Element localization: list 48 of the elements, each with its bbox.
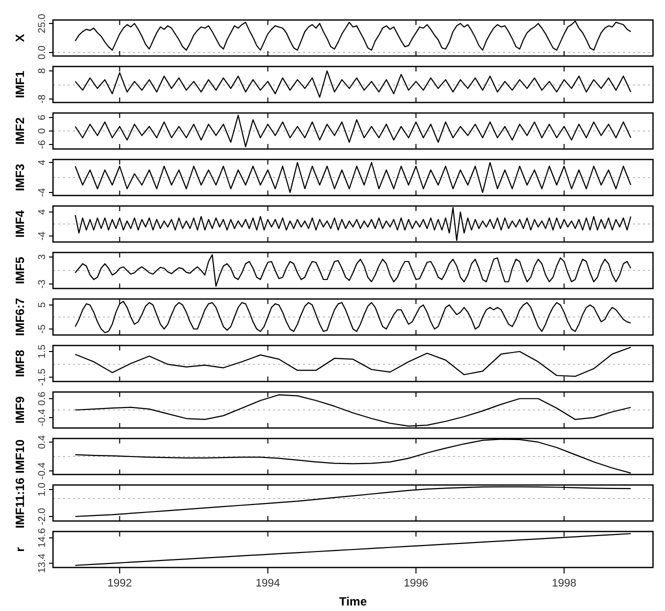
y-axis-title: IMF11:16 bbox=[13, 477, 27, 528]
y-tick-label: 4 bbox=[37, 159, 48, 166]
y-tick-label: 14.6 bbox=[37, 528, 48, 548]
y-tick-label: 8 bbox=[37, 68, 48, 74]
x-tick-label: 1994 bbox=[256, 578, 280, 590]
y-tick-label: 13.4 bbox=[37, 553, 48, 573]
y-axis-title: IMF4 bbox=[13, 210, 27, 238]
line-series bbox=[74, 70, 632, 98]
y-axis-title: IMF3 bbox=[13, 164, 27, 192]
y-tick-label: -1.5 bbox=[37, 368, 48, 386]
y-axis-title: IMF9 bbox=[13, 396, 27, 424]
y-tick-label: 3 bbox=[37, 254, 48, 260]
x-tick-label: 1996 bbox=[404, 578, 428, 590]
y-tick-label: -4 bbox=[37, 231, 48, 240]
y-tick-label: -8 bbox=[37, 94, 48, 104]
y-tick-label: 5 bbox=[37, 302, 48, 308]
y-tick-label: 1.0 bbox=[37, 482, 48, 496]
y-tick-label: -4 bbox=[37, 188, 48, 197]
y-tick-label: 0.6 bbox=[37, 391, 48, 406]
line-series bbox=[74, 254, 632, 287]
y-axis-title: IMF2 bbox=[13, 117, 27, 145]
y-tick-label: 0.0 bbox=[37, 45, 48, 60]
line-series bbox=[74, 533, 632, 566]
line-series bbox=[74, 162, 632, 194]
y-tick-label: 0.4 bbox=[37, 434, 48, 450]
y-tick-label: -5 bbox=[37, 324, 48, 334]
y-axis-title: IMF1 bbox=[13, 70, 27, 98]
y-tick-label: -3 bbox=[37, 279, 48, 288]
y-tick-label: 1.5 bbox=[37, 344, 48, 358]
y-tick-label: 0 bbox=[37, 128, 48, 134]
line-series bbox=[74, 114, 632, 148]
y-tick-label: 25.0 bbox=[37, 13, 48, 34]
x-tick-label: 1992 bbox=[107, 578, 132, 590]
y-tick-label: 6 bbox=[37, 114, 48, 120]
y-tick-label: -2.0 bbox=[37, 507, 48, 526]
y-axis-title: IMF10 bbox=[13, 439, 27, 474]
y-axis-title: IMF5 bbox=[13, 256, 27, 284]
y-tick-label: -0.4 bbox=[37, 408, 48, 426]
y-tick-label: 4 bbox=[37, 208, 48, 215]
y-tick-label: -0.4 bbox=[37, 462, 48, 480]
y-axis-title: IMF8 bbox=[13, 350, 27, 378]
y-axis-title: r bbox=[13, 546, 27, 552]
y-axis-title: IMF6:7 bbox=[13, 298, 27, 336]
line-series bbox=[74, 300, 632, 334]
y-tick-label: -6 bbox=[37, 140, 48, 149]
x-axis-title: Time bbox=[339, 594, 368, 608]
y-axis-title: X bbox=[13, 34, 27, 42]
x-tick-label: 1998 bbox=[552, 578, 576, 590]
